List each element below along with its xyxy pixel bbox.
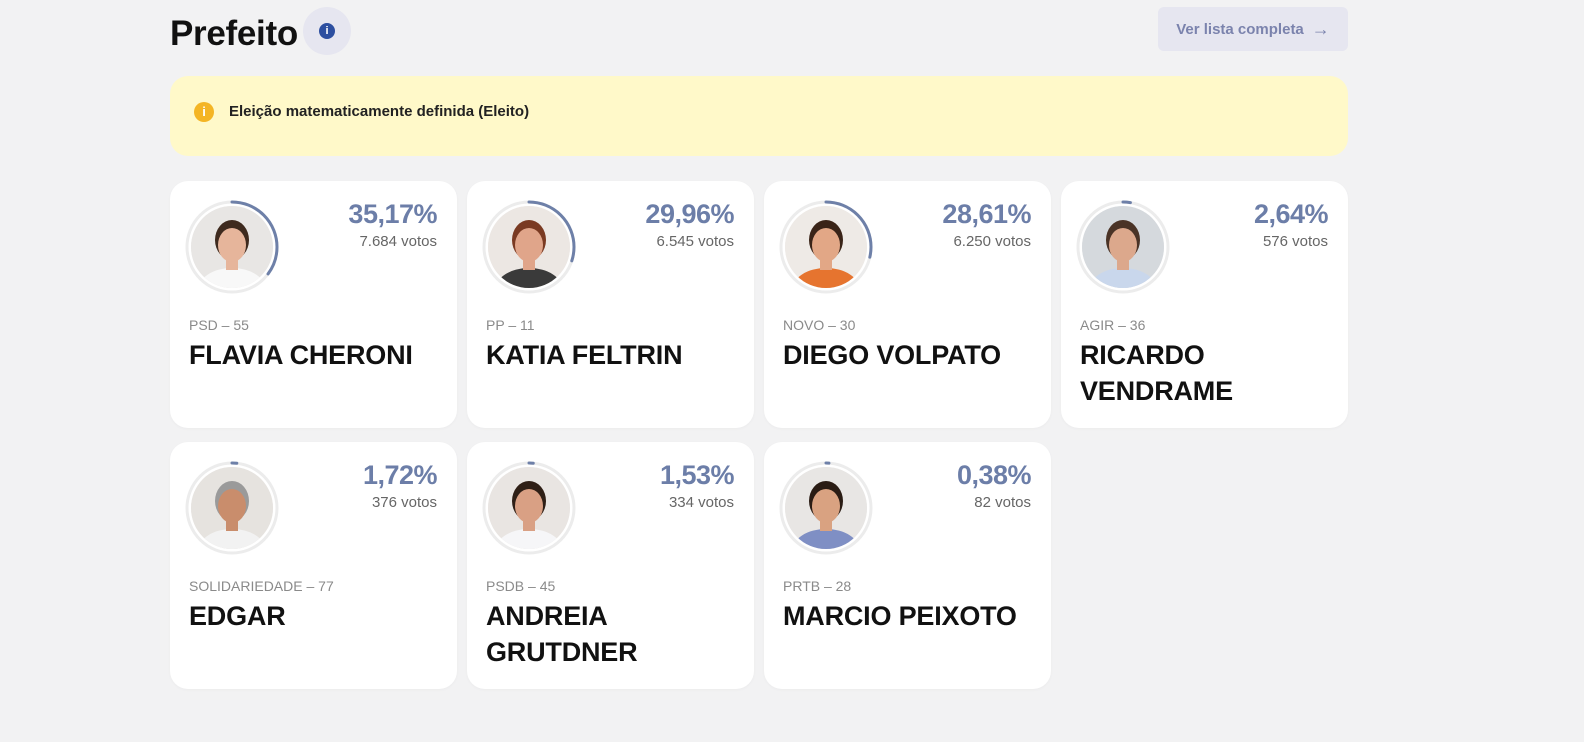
- arrow-right-icon: →: [1311, 18, 1330, 39]
- candidate-photo: [488, 467, 570, 549]
- ring-progress: [482, 200, 576, 294]
- vote-percentage: 0,38%: [956, 460, 1032, 490]
- vote-count: 7.684 votos: [359, 233, 437, 250]
- vote-count: 82 votos: [974, 494, 1031, 511]
- vote-count: 576 votos: [1262, 233, 1328, 250]
- election-status-alert: i Eleição matematicamente definida (Elei…: [170, 76, 1348, 156]
- vote-share-ring: [482, 200, 576, 294]
- candidate-photo: [191, 467, 273, 549]
- candidate-name: ANDREIA GRUTDNER: [486, 601, 638, 667]
- vote-percentage: 28,61%: [942, 199, 1031, 229]
- vote-share-ring: [779, 200, 873, 294]
- vote-count: 6.545 votos: [656, 233, 734, 250]
- party-number: PP – 11: [486, 317, 535, 333]
- info-icon: i: [319, 23, 335, 39]
- vote-share-ring: [482, 461, 576, 555]
- candidate-card[interactable]: 29,96% 6.545 votos PP – 11 KATIA FELTRIN: [467, 181, 754, 428]
- vote-share-ring: [1076, 200, 1170, 294]
- candidate-card[interactable]: 35,17% 7.684 votos PSD – 55 FLAVIA CHERONI: [170, 181, 457, 428]
- ring-progress: [1076, 200, 1170, 294]
- candidate-card[interactable]: 28,61% 6.250 votos NOVO – 30 DIEGO VOLPATO: [764, 181, 1051, 428]
- vote-count: 6.250 votos: [953, 233, 1031, 250]
- party-number: SOLIDARIEDADE – 77: [189, 578, 334, 594]
- ring-progress: [185, 200, 279, 294]
- candidate-photo: [488, 206, 570, 288]
- candidate-name: DIEGO VOLPATO: [783, 340, 1001, 370]
- candidate-photo: [1082, 206, 1164, 288]
- candidate-card[interactable]: 1,53% 334 votos PSDB – 45 ANDREIA GRUTDNER: [467, 442, 754, 689]
- ring-progress: [779, 200, 873, 294]
- candidate-photo: [785, 206, 867, 288]
- vote-count: 376 votos: [371, 494, 437, 511]
- candidate-card[interactable]: 2,64% 576 votos AGIR – 36 RICARDO VENDRAME: [1061, 181, 1348, 428]
- candidate-card[interactable]: 0,38% 82 votos PRTB – 28 MARCIO PEIXOTO: [764, 442, 1051, 689]
- candidate-name: RICARDO VENDRAME: [1080, 340, 1233, 406]
- warning-info-icon: i: [194, 102, 214, 122]
- ring-progress: [779, 461, 873, 555]
- vote-percentage: 29,96%: [645, 199, 734, 229]
- vote-percentage: 35,17%: [348, 199, 437, 229]
- candidate-name: KATIA FELTRIN: [486, 340, 683, 370]
- vote-percentage: 1,72%: [362, 460, 438, 490]
- ring-progress: [185, 461, 279, 555]
- vote-count: 334 votos: [668, 494, 734, 511]
- full-list-button[interactable]: Ver lista completa →: [1158, 7, 1348, 51]
- party-number: PSDB – 45: [486, 578, 556, 594]
- candidate-name: MARCIO PEIXOTO: [783, 601, 1017, 631]
- party-number: NOVO – 30: [783, 317, 856, 333]
- party-number: PSD – 55: [189, 317, 249, 333]
- party-number: AGIR – 36: [1080, 317, 1146, 333]
- candidate-photo: [785, 467, 867, 549]
- vote-share-ring: [185, 200, 279, 294]
- vote-share-ring: [185, 461, 279, 555]
- party-number: PRTB – 28: [783, 578, 852, 594]
- candidate-card[interactable]: 1,72% 376 votos SOLIDARIEDADE – 77 EDGAR: [170, 442, 457, 689]
- candidate-name: EDGAR: [189, 601, 286, 631]
- vote-share-ring: [779, 461, 873, 555]
- candidate-name: FLAVIA CHERONI: [189, 340, 413, 370]
- info-button[interactable]: i: [303, 7, 351, 55]
- page-title: Prefeito: [170, 14, 298, 53]
- page-header: Prefeito i Ver lista completa →: [170, 6, 1348, 58]
- candidate-photo: [191, 206, 273, 288]
- vote-percentage: 1,53%: [659, 460, 735, 490]
- ring-progress: [482, 461, 576, 555]
- alert-text: Eleição matematicamente definida (Eleito…: [229, 103, 530, 120]
- vote-percentage: 2,64%: [1253, 199, 1329, 229]
- full-list-button-label: Ver lista completa: [1176, 20, 1304, 38]
